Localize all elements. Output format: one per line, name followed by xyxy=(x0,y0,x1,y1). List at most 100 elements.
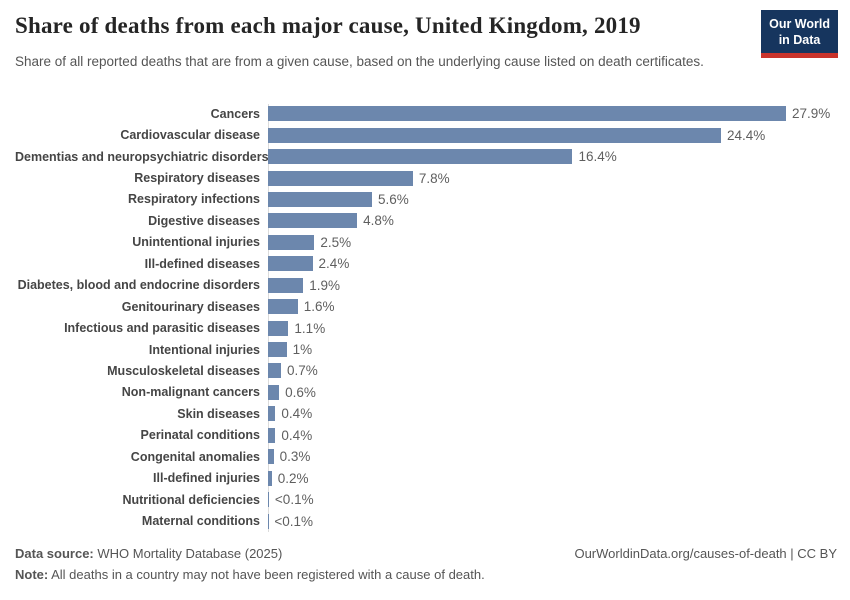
category-label: Maternal conditions xyxy=(141,514,260,529)
category-label: Skin diseases xyxy=(177,406,260,421)
chart-subtitle: Share of all reported deaths that are fr… xyxy=(15,54,704,69)
chart-row: Ill-defined injuries 0.2% xyxy=(15,467,836,488)
bar-cell: 27.9% xyxy=(268,106,836,122)
note-label: Note: xyxy=(15,567,49,582)
value-label: 27.9% xyxy=(792,106,831,122)
bar-cell: <0.1% xyxy=(268,492,836,508)
bar-cell: 1.1% xyxy=(268,320,836,336)
bar[interactable] xyxy=(268,406,276,422)
bar-cell: <0.1% xyxy=(268,513,836,529)
chart-row: Cancers 27.9% xyxy=(15,103,836,124)
bar-cell: 0.4% xyxy=(268,427,836,443)
chart-row: Dementias and neuropsychiatric disorders… xyxy=(15,146,836,167)
value-label: <0.1% xyxy=(274,513,314,529)
data-source-label: Data source: xyxy=(15,546,94,561)
bar[interactable] xyxy=(268,384,280,400)
chart-row: Digestive diseases 4.8% xyxy=(15,210,836,231)
bar[interactable] xyxy=(268,234,315,250)
value-label: 1.6% xyxy=(303,299,335,315)
bar[interactable] xyxy=(268,449,274,465)
chart-row: Ill-defined diseases 2.4% xyxy=(15,253,836,274)
category-label: Perinatal conditions xyxy=(140,428,260,443)
chart-row: Skin diseases 0.4% xyxy=(15,403,836,424)
chart-row: Congenital anomalies 0.3% xyxy=(15,446,836,467)
bar[interactable] xyxy=(268,342,287,358)
bar[interactable] xyxy=(268,363,281,379)
chart-row: Cardiovascular disease 24.4% xyxy=(15,124,836,145)
bar[interactable] xyxy=(268,149,573,165)
note-line: Note: All deaths in a country may not ha… xyxy=(15,567,485,582)
category-label: Musculoskeletal diseases xyxy=(107,363,260,378)
category-label: Diabetes, blood and endocrine disorders xyxy=(17,278,260,293)
bar-chart: Cancers 27.9% Cardiovascular disease 24.4% D… xyxy=(15,103,836,532)
bar-cell: 2.4% xyxy=(268,256,836,272)
bar-cell: 0.7% xyxy=(268,363,836,379)
bar[interactable] xyxy=(268,427,276,443)
bar-cell: 1.6% xyxy=(268,299,836,315)
category-label: Ill-defined injuries xyxy=(153,471,260,486)
chart-title: Share of deaths from each major cause, U… xyxy=(15,13,641,38)
chart-row: Diabetes, blood and endocrine disorders 1… xyxy=(15,275,836,296)
value-label: 0.4% xyxy=(281,427,313,443)
owid-logo[interactable]: Our World in Data xyxy=(761,10,838,59)
category-label: Ill-defined diseases xyxy=(144,256,260,271)
category-label: Respiratory diseases xyxy=(134,171,260,186)
value-label: 0.3% xyxy=(279,449,311,465)
bar[interactable] xyxy=(268,106,786,122)
chart-row: Intentional injuries 1% xyxy=(15,339,836,360)
bar[interactable] xyxy=(268,492,269,508)
value-label: 16.4% xyxy=(578,149,617,165)
bar-cell: 0.2% xyxy=(268,470,836,486)
bar[interactable] xyxy=(268,170,413,186)
bar-cell: 24.4% xyxy=(268,127,836,143)
value-label: 0.7% xyxy=(286,363,318,379)
chart-row: Maternal conditions <0.1% xyxy=(15,510,836,531)
category-label: Digestive diseases xyxy=(148,213,260,228)
value-label: 0.6% xyxy=(285,384,316,400)
y-axis-line xyxy=(268,104,269,532)
value-label: 7.8% xyxy=(418,170,450,186)
bar-cell: 2.5% xyxy=(268,234,836,250)
bar-cell: 0.6% xyxy=(268,384,836,400)
bar[interactable] xyxy=(268,299,298,315)
bar[interactable] xyxy=(268,213,358,229)
category-label: Congenital anomalies xyxy=(130,449,260,464)
chart-row: Musculoskeletal diseases 0.7% xyxy=(15,360,836,381)
category-label: Unintentional injuries xyxy=(132,235,260,250)
data-source-line: Data source: WHO Mortality Database (202… xyxy=(15,546,282,561)
chart-rows: Cancers 27.9% Cardiovascular disease 24.4% D… xyxy=(15,103,836,532)
bar[interactable] xyxy=(268,127,722,143)
chart-row: Unintentional injuries 2.5% xyxy=(15,232,836,253)
bar[interactable] xyxy=(268,320,289,336)
category-label: Cancers xyxy=(210,106,260,121)
owid-logo-line2: in Data xyxy=(778,32,821,47)
category-label: Genitourinary diseases xyxy=(121,299,260,314)
bar[interactable] xyxy=(268,277,304,293)
value-label: <0.1% xyxy=(274,492,314,508)
owid-logo-line1: Our World xyxy=(769,17,830,31)
bar-cell: 5.6% xyxy=(268,191,836,207)
bar[interactable] xyxy=(268,256,313,272)
bar[interactable] xyxy=(268,470,272,486)
bar-cell: 16.4% xyxy=(268,149,836,165)
value-label: 5.6% xyxy=(377,191,409,207)
bar-cell: 1.9% xyxy=(268,277,836,293)
data-source-text: WHO Mortality Database (2025) xyxy=(93,546,283,561)
bar-cell: 0.3% xyxy=(268,449,836,465)
note-text: All deaths in a country may not have bee… xyxy=(48,567,485,582)
value-label: 2.4% xyxy=(318,256,350,272)
category-label: Respiratory infections xyxy=(128,192,260,207)
category-label: Cardiovascular disease xyxy=(120,128,260,143)
chart-row: Nutritional deficiencies <0.1% xyxy=(15,489,836,510)
bar-cell: 7.8% xyxy=(268,170,836,186)
chart-row: Respiratory infections 5.6% xyxy=(15,189,836,210)
bar-cell: 1% xyxy=(268,342,836,358)
value-label: 1.1% xyxy=(294,320,326,336)
category-label: Nutritional deficiencies xyxy=(122,492,260,507)
credit-link[interactable]: OurWorldinData.org/causes-of-death | CC … xyxy=(574,546,837,561)
bar[interactable] xyxy=(268,191,372,207)
category-label: Intentional injuries xyxy=(148,342,260,357)
value-label: 4.8% xyxy=(363,213,394,229)
category-label: Dementias and neuropsychiatric disorders xyxy=(15,149,269,164)
